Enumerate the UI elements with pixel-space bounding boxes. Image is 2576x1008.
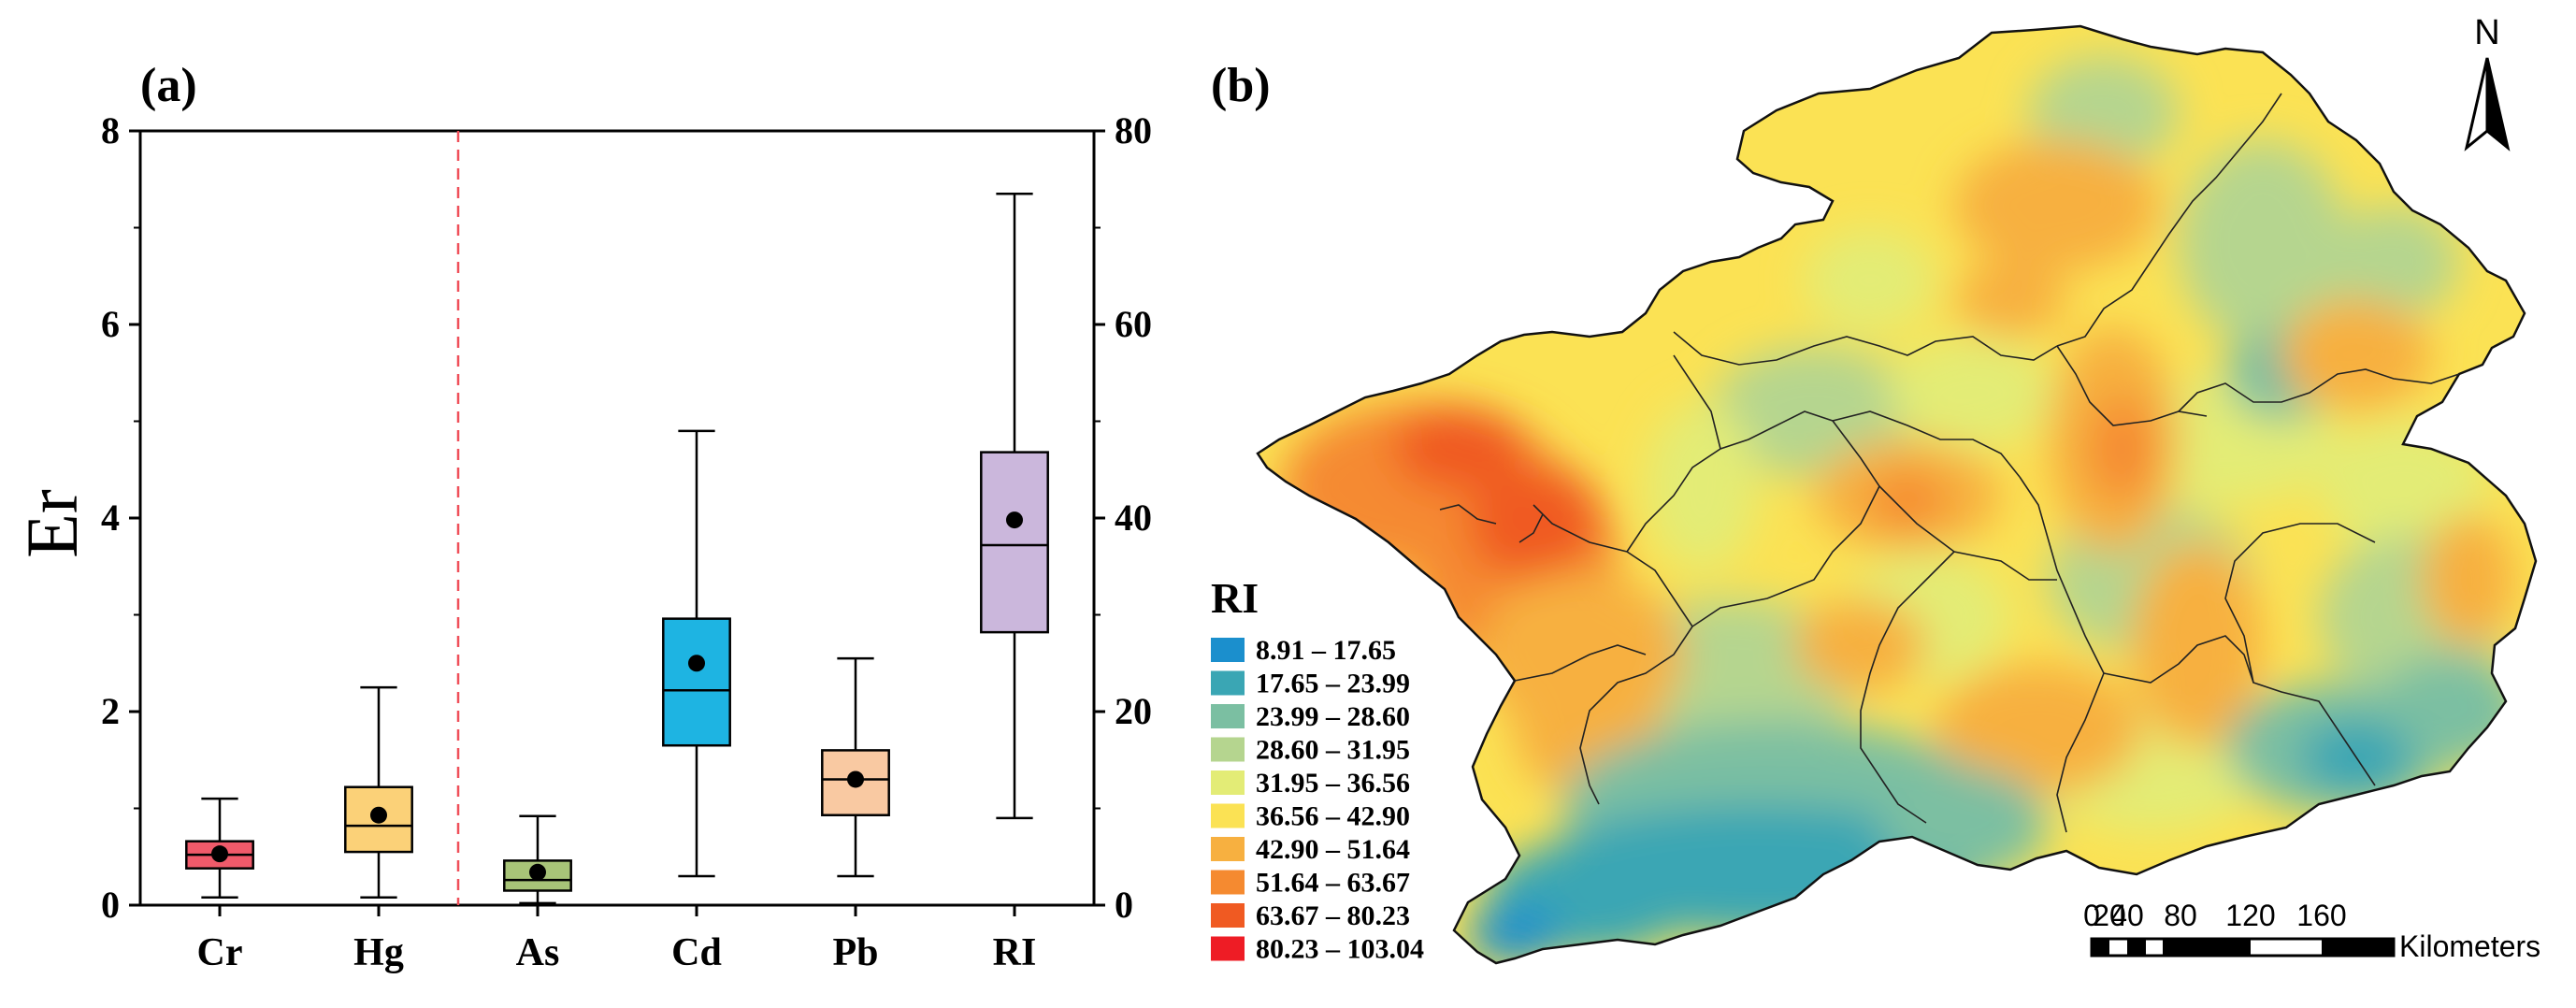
north-label: N [2474,13,2499,52]
legend-label: 80.23 – 103.04 [1256,934,1424,965]
legend-swatch [1211,903,1245,928]
x-axis-tick-label: As [516,931,560,974]
panel-a-label: (a) [140,59,197,112]
x-axis-tick-label: Hg [353,931,404,974]
box-mean-marker [847,770,864,788]
north-arrow-right-half [2485,57,2511,151]
legend-label: 31.95 – 36.56 [1256,768,1410,799]
x-axis-tick-label: Pb [832,931,878,974]
left-axis-tick-label: 0 [101,884,120,926]
legend-swatch [1211,670,1245,696]
panel-b-label: (b) [1211,59,1271,112]
scale-tick-label: 80 [2164,899,2197,932]
legend-label: 36.56 – 42.90 [1256,801,1410,832]
legend-label: 28.60 – 31.95 [1256,735,1410,766]
box-mean-marker [529,863,546,881]
x-axis-tick-label: Cr [197,931,243,974]
legend-swatch [1211,870,1245,895]
right-axis-tick-label: 80 [1115,109,1152,151]
legend-swatch [1211,770,1245,795]
north-arrow-left-half [2464,57,2489,151]
scale-tick-label: 20 [2093,899,2126,932]
legend-label: 17.65 – 23.99 [1256,669,1410,699]
map-panel: (b) [1211,13,2540,965]
legend-swatch [1211,837,1245,861]
legend-swatch [1211,704,1245,728]
box-cd [662,429,731,878]
box-mean-marker [1006,511,1023,529]
x-axis-tick-label: Cd [671,931,722,974]
scale-tick-label: 40 [2110,899,2144,932]
left-axis-tick-label: 2 [101,690,120,732]
legend-swatch [1211,803,1245,828]
box-mean-marker [688,655,705,672]
box-iqr [662,617,731,747]
box-ri [980,193,1049,820]
legend-label: 8.91 – 17.65 [1256,635,1396,666]
scale-tick-label: 120 [2225,899,2275,932]
left-axis-tick-label: 6 [101,303,120,345]
plot-frame [138,129,1096,907]
box-cr [185,797,254,899]
right-axis-tick-label: 0 [1115,884,1133,926]
box-mean-marker [211,845,228,863]
prefecture-boundaries [1439,93,2460,833]
legend-label: 42.90 – 51.64 [1256,834,1410,865]
y-axis-label: Er [11,489,93,558]
scale-unit: Kilometers [2399,929,2540,963]
box-mean-marker [370,806,387,824]
scale-bar-segments [2090,937,2396,958]
legend-label: 63.67 – 80.23 [1256,900,1410,931]
left-axis-tick-label: 4 [101,497,120,539]
legend-swatch [1211,737,1245,762]
box-iqr [980,451,1049,634]
scale-tick-label: 0 [2083,899,2100,932]
legend-label: 51.64 – 63.67 [1256,868,1410,899]
right-axis-tick-label: 60 [1115,303,1152,345]
legend-title: RI [1211,574,1259,622]
box-iqr [344,785,413,854]
box-pb [821,656,890,878]
x-axis-tick-label: RI [993,931,1037,974]
north-arrow: N [2464,13,2511,151]
legend-swatch [1211,638,1245,662]
box-as [503,814,572,905]
legend-label: 23.99 – 28.60 [1256,701,1410,732]
map-color-zones [1281,56,2525,963]
left-axis-tick-label: 8 [101,109,120,151]
right-axis-tick-label: 20 [1115,690,1152,732]
scale-tick-label: 160 [2296,899,2346,932]
right-axis-tick-label: 40 [1115,497,1152,539]
box-hg [344,685,413,899]
risk-index-map [1256,24,2538,965]
legend-swatch [1211,936,1245,961]
